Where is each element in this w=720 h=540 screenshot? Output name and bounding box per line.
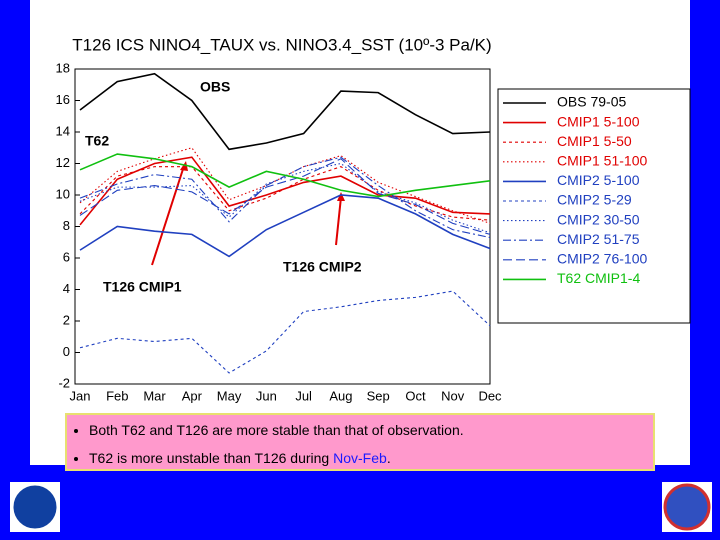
legend-label: T62 CMIP1-4 xyxy=(557,270,640,286)
series-line xyxy=(79,162,491,234)
x-tick-label: Apr xyxy=(182,388,203,403)
x-tick-label: Mar xyxy=(143,388,166,403)
bullet-text: Both T62 and T126 are more stable than t… xyxy=(89,422,464,438)
legend-label: CMIP2 76-100 xyxy=(557,251,647,267)
annotation: OBS xyxy=(200,79,230,95)
legend-label: CMIP2 51-75 xyxy=(557,231,640,247)
legend-label: CMIP1 5-50 xyxy=(557,133,632,149)
x-tick-label: Feb xyxy=(106,388,128,403)
series-line xyxy=(79,153,491,198)
legend xyxy=(497,88,691,324)
legend-label: CMIP2 30-50 xyxy=(557,211,640,227)
bullet: Both T62 and T126 are more stable than t… xyxy=(89,419,653,447)
legend-label: CMIP1 5-100 xyxy=(557,113,640,129)
y-tick-label: 18 xyxy=(56,60,70,75)
series-line xyxy=(79,158,491,235)
x-tick-label: Jul xyxy=(295,388,312,403)
bullet: T62 is more unstable than T126 during No… xyxy=(89,447,653,475)
y-tick-label: -2 xyxy=(58,375,70,390)
y-tick-label: 10 xyxy=(56,186,70,201)
annotation: T126 CMIP2 xyxy=(283,259,362,275)
x-tick-label: May xyxy=(217,388,242,403)
x-tick-label: Dec xyxy=(478,388,502,403)
arrow xyxy=(151,165,185,266)
y-tick-label: 14 xyxy=(56,123,70,138)
bullet-text: T62 is more unstable than T126 during xyxy=(89,450,334,466)
y-tick-label: 2 xyxy=(63,312,70,327)
bullet-text: . xyxy=(386,450,391,466)
y-tick-label: 12 xyxy=(56,155,70,170)
annotation: T62 xyxy=(85,133,109,149)
bullet-box: Both T62 and T126 are more stable than t… xyxy=(65,413,655,471)
x-tick-label: Jun xyxy=(256,388,277,403)
x-tick-label: Oct xyxy=(405,388,426,403)
x-tick-label: Jan xyxy=(70,388,91,403)
series-line xyxy=(79,72,491,151)
y-tick-label: 8 xyxy=(63,218,70,233)
y-tick-label: 4 xyxy=(63,281,70,296)
arrow xyxy=(335,196,342,246)
x-tick-label: Sep xyxy=(367,388,390,403)
logo-left-circle xyxy=(12,484,58,530)
arrowhead xyxy=(180,161,188,171)
legend-label: CMIP1 51-100 xyxy=(557,153,647,169)
bullet-highlight: Nov-Feb xyxy=(333,450,387,466)
x-tick-label: Nov xyxy=(441,388,465,403)
legend-label: CMIP2 5-100 xyxy=(557,172,640,188)
logo-right-circle xyxy=(663,483,711,531)
x-tick-label: Aug xyxy=(329,388,352,403)
series-line xyxy=(79,194,491,258)
series-line xyxy=(79,290,491,374)
y-tick-label: 6 xyxy=(63,249,70,264)
y-tick-label: 16 xyxy=(56,92,70,107)
chart-title: T126 ICS NINO4_TAUX vs. NINO3.4_SST (10º… xyxy=(72,35,491,54)
annotation: T126 CMIP1 xyxy=(103,279,182,295)
legend-label: OBS 79-05 xyxy=(557,94,626,110)
series-line xyxy=(79,166,491,221)
arrowhead xyxy=(337,192,345,201)
y-tick-label: 0 xyxy=(63,344,70,359)
legend-label: CMIP2 5-29 xyxy=(557,192,632,208)
